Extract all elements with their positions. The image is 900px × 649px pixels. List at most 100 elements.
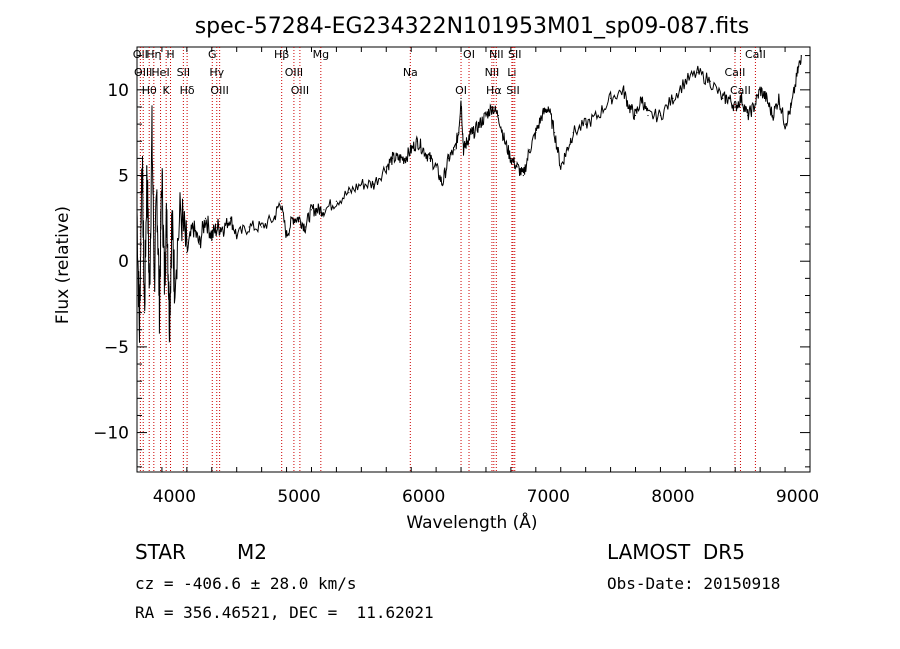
- spectrum-point: [462, 149, 465, 151]
- spectrum-point: [323, 209, 325, 211]
- spectrum-point: [790, 106, 792, 108]
- spectrum-point: [609, 97, 612, 100]
- line-marker-label: Li: [507, 66, 516, 79]
- line-marker-label: OIII: [285, 66, 303, 79]
- y-tick-label: −10: [93, 424, 129, 444]
- line-marker-label: CaII: [730, 84, 751, 97]
- line-marker-label: CaII: [745, 48, 766, 61]
- spectrum-point: [146, 166, 148, 168]
- object-class: STAR: [135, 540, 186, 564]
- spectrum-point: [516, 166, 518, 168]
- plot-frame: [136, 46, 811, 473]
- line-marker-label: OI: [463, 48, 475, 61]
- spectrum-point: [622, 89, 624, 91]
- axes: 4000 5000 6000 7000 8000 9000 −10 −5 0 5 10: [93, 47, 819, 507]
- spectrum-point: [479, 123, 481, 125]
- spectrum-point: [585, 123, 587, 125]
- spectrum-point: [385, 166, 387, 168]
- spectrum-point: [747, 114, 749, 117]
- spectrum-point: [497, 114, 500, 117]
- spectrum-point: [204, 217, 207, 219]
- object-subclass: M2: [237, 540, 267, 564]
- line-marker-label: H: [166, 48, 174, 61]
- line-marker-label: OI: [455, 84, 467, 97]
- spectrum-point: [360, 183, 362, 185]
- line-marker-label: Hθ: [142, 84, 157, 97]
- spectrum-point: [740, 97, 743, 100]
- line-marker-label: SII: [177, 66, 190, 79]
- line-marker-label: OIII: [134, 66, 152, 79]
- line-marker-label: Mg: [313, 48, 329, 61]
- spectrum-point: [310, 209, 313, 211]
- spectrum-point: [457, 132, 460, 134]
- spectrum-point: [697, 72, 699, 74]
- spectrum-point: [348, 192, 350, 194]
- line-marker-label: Hβ: [274, 48, 289, 61]
- line-marker-label: K: [163, 84, 171, 97]
- spectrum-point: [156, 192, 158, 194]
- spectrum-point: [166, 209, 168, 211]
- y-tick-label: 5: [118, 167, 129, 187]
- spectrum-point: [784, 123, 786, 125]
- spectrum-point: [173, 277, 175, 279]
- spectrum-point: [541, 114, 543, 117]
- line-marker-label: NII: [489, 48, 504, 61]
- line-marker-label: Hγ: [209, 66, 224, 79]
- spectrum-point: [522, 174, 524, 177]
- spectrum-point: [722, 97, 724, 100]
- spectrum-point: [429, 157, 431, 159]
- spectrum-point: [410, 149, 412, 151]
- spectrum-point: [158, 303, 161, 305]
- spectrum-point: [759, 89, 761, 91]
- spectrum-point: [684, 80, 686, 82]
- spectrum-point: [285, 234, 288, 237]
- y-axis-label: Flux (relative): [53, 206, 73, 324]
- x-tick-label: 5000: [277, 487, 320, 507]
- spectrum-point: [659, 114, 662, 117]
- spectrum-point: [800, 54, 802, 57]
- spectrum-point: [447, 157, 450, 159]
- redshift-velocity: cz = -406.6 ± 28.0 km/s: [135, 574, 357, 593]
- ra-dec-coordinates: RA = 356.46521, DEC = 11.62021: [135, 603, 434, 622]
- spectrum-point: [153, 277, 156, 279]
- spectrum-point: [441, 183, 443, 185]
- spectrum-point: [709, 80, 711, 82]
- line-marker-label: Hα: [486, 84, 502, 97]
- spectrum-point: [572, 132, 574, 134]
- spectrum-point: [435, 166, 437, 168]
- spectrum-point: [547, 106, 549, 108]
- spectrum-point: [416, 140, 419, 142]
- spectrum-point: [728, 97, 730, 100]
- spectrum-point: [141, 149, 143, 151]
- line-marker-label: Hδ: [180, 84, 195, 97]
- line-marker-label: SII: [508, 48, 521, 61]
- spectrum-point: [335, 200, 338, 202]
- spectrum-point: [317, 209, 319, 211]
- spectrum-point: [753, 106, 755, 108]
- spectrum-point: [672, 97, 674, 100]
- line-marker-label: OIII: [291, 84, 309, 97]
- spectrum-point: [261, 226, 263, 228]
- line-marker-label: G: [208, 48, 217, 61]
- spectrum-point: [634, 114, 637, 117]
- spectrum-point: [765, 97, 767, 100]
- emission-line-markers: OIIOIIIHθHηHeIKHSIIHδGHγOIIIHβOIIIOIIIMg…: [133, 47, 766, 472]
- x-tick-label: 6000: [402, 487, 445, 507]
- spectrum-point: [304, 226, 306, 228]
- x-tick-label: 9000: [776, 487, 819, 507]
- spectrum-point: [510, 157, 512, 159]
- spectrum-point: [211, 234, 213, 237]
- plot-border: [136, 46, 811, 473]
- spectrum-point: [472, 132, 475, 134]
- spectrum-point: [772, 114, 774, 117]
- spectrum-point: [566, 149, 568, 151]
- spectrum-point: [273, 217, 275, 219]
- spectrum-point: [148, 294, 151, 297]
- spectrum-point: [161, 174, 163, 177]
- spectrum-point: [391, 157, 394, 159]
- observation-date: Obs-Date: 20150918: [607, 574, 781, 593]
- x-tick-label: 4000: [153, 487, 196, 507]
- spectrum-point: [198, 243, 200, 245]
- x-tick-label: 7000: [527, 487, 570, 507]
